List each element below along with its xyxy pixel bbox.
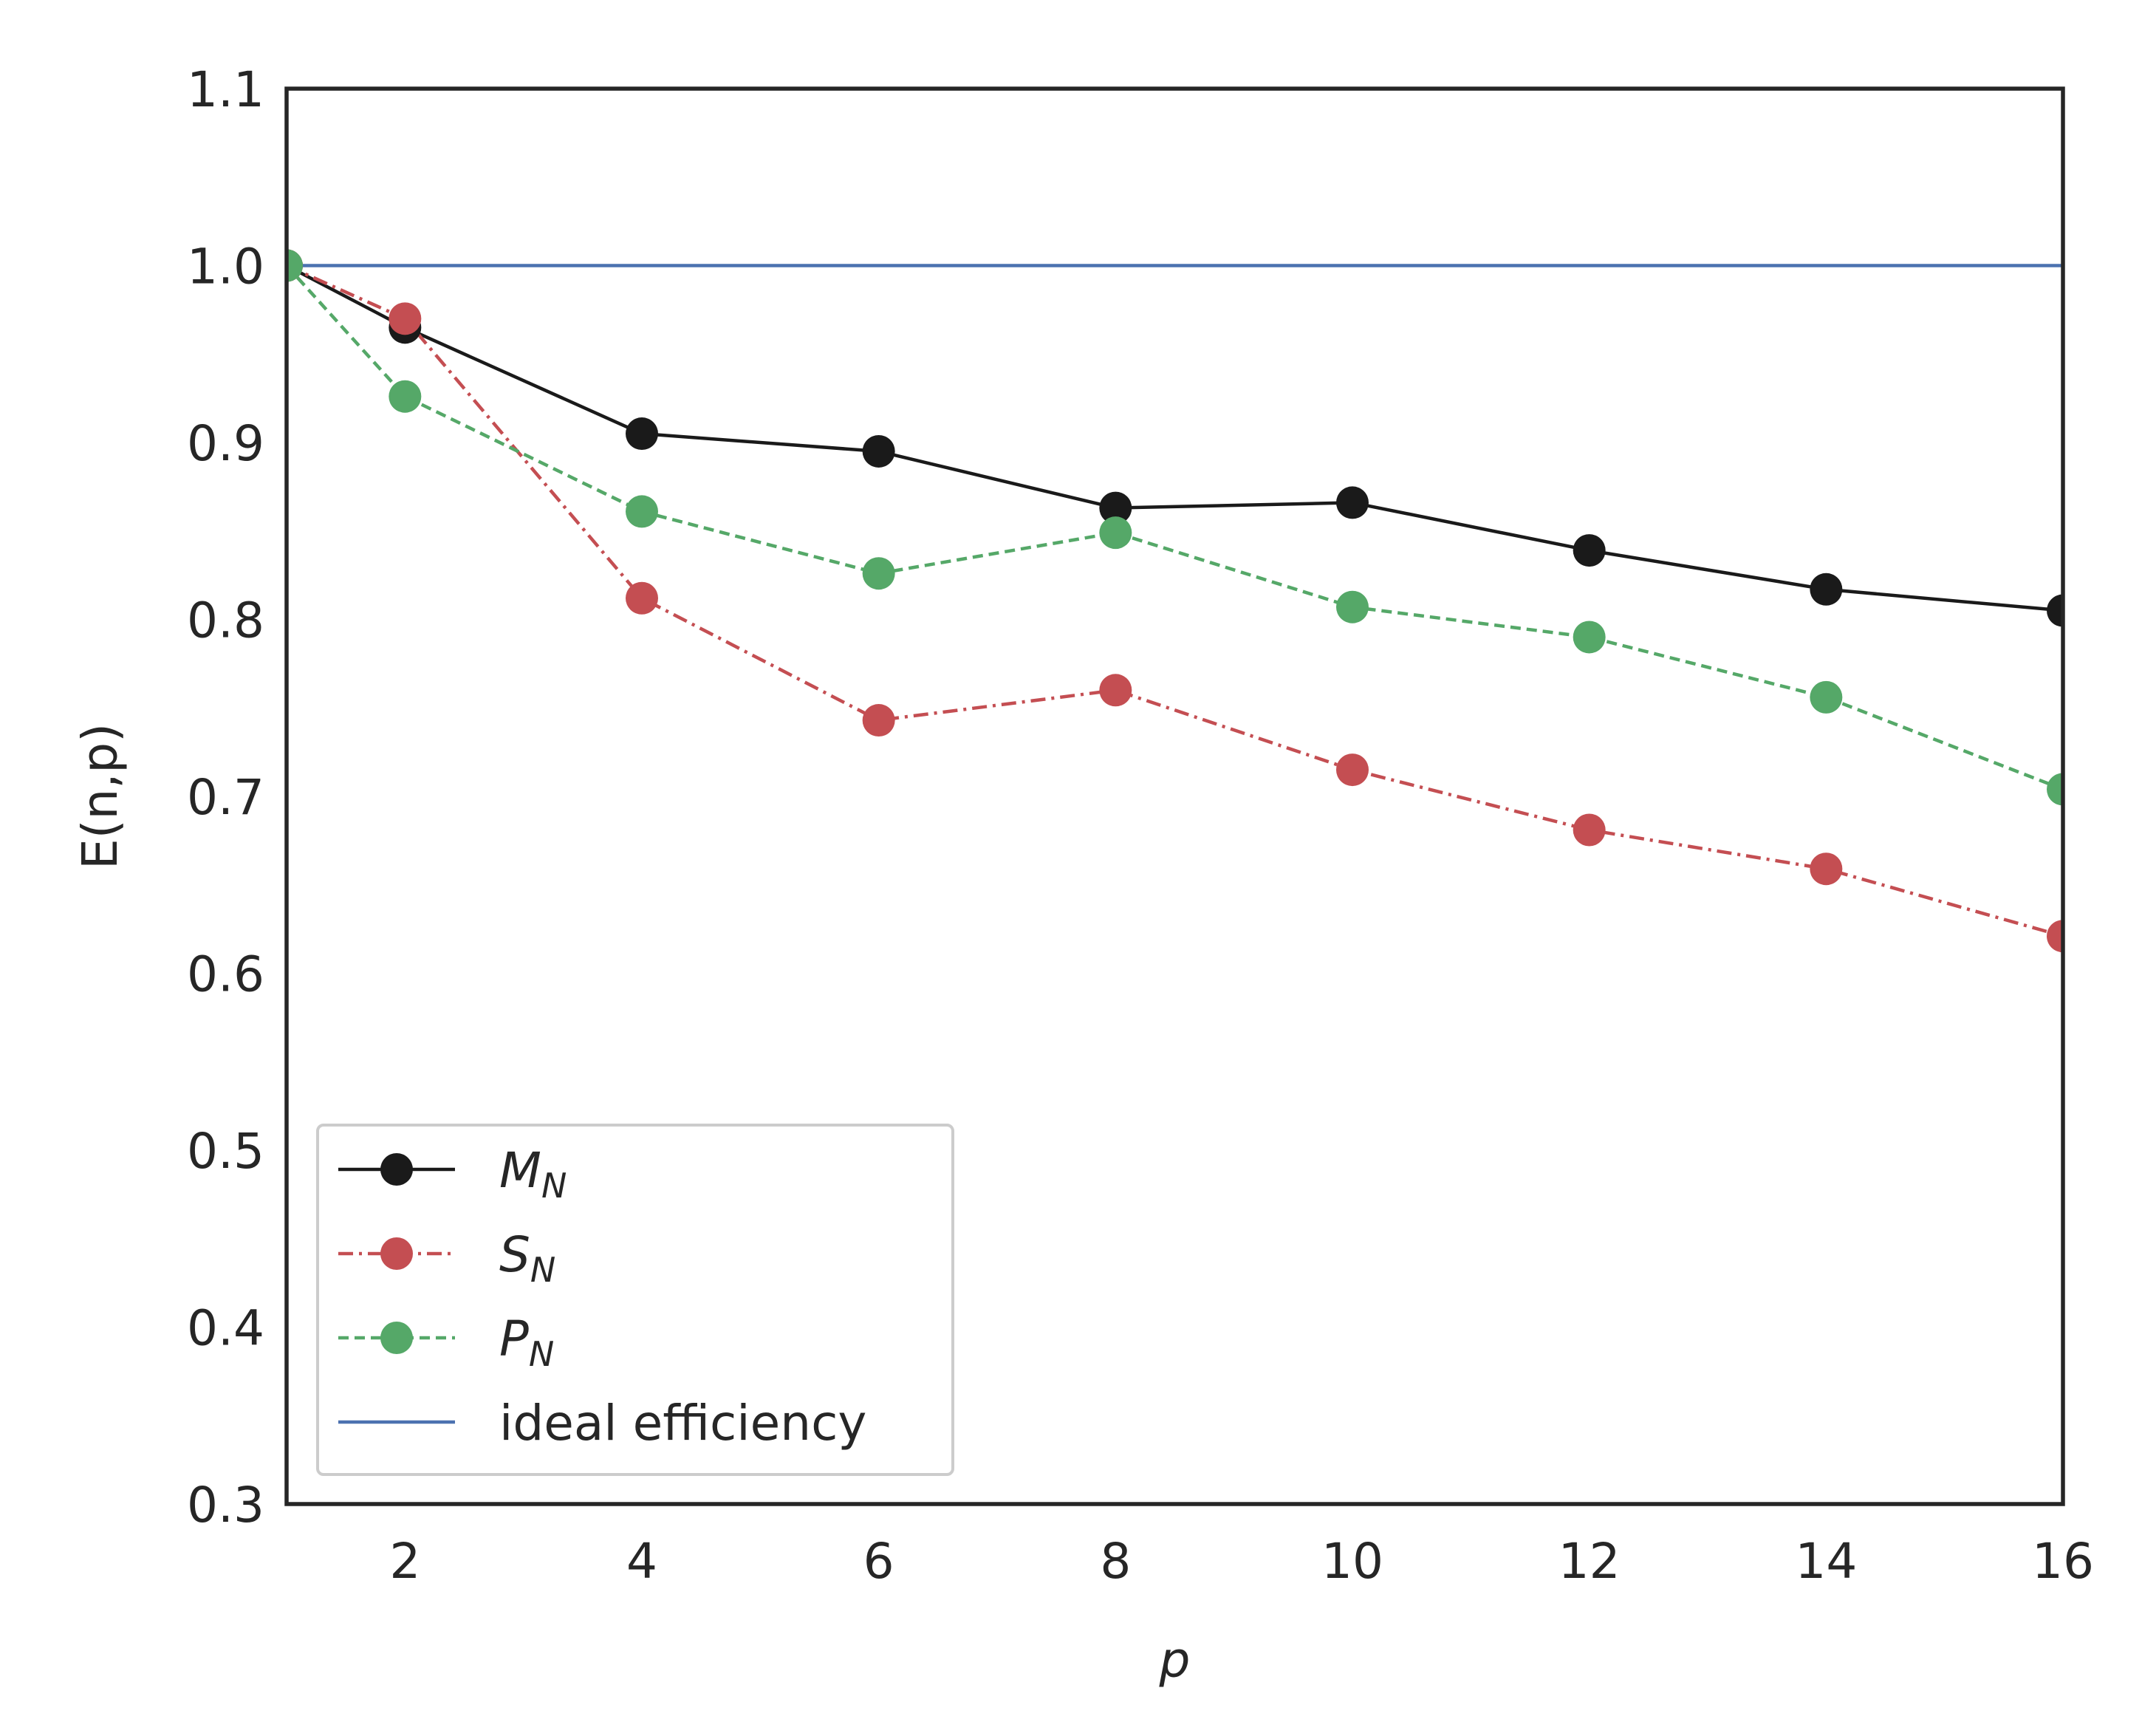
data-point-s: [1336, 753, 1369, 787]
data-point-m: [862, 434, 895, 468]
legend-label-m: MN: [499, 1142, 567, 1206]
series-line-s: [287, 264, 2063, 938]
data-point-p: [1573, 621, 1606, 654]
y-tick-label: 0.3: [187, 1477, 264, 1534]
data-point-s: [1810, 852, 1843, 886]
legend: MN SN PN ideal efficiency: [316, 1124, 954, 1476]
data-point-p: [1336, 590, 1369, 623]
ticks-layer: 2 4 6 8 10 12 14 16 0.3 0.4 0.5 0.6 0.7 0.8 0.9 1.0 1.1: [187, 61, 2094, 1590]
data-point-s: [1099, 674, 1132, 707]
series-line-p: [287, 264, 2063, 791]
y-tick-label: 0.6: [187, 946, 264, 1003]
x-tick-label: 16: [2032, 1533, 2094, 1590]
data-point-m: [1810, 573, 1843, 606]
data-point-m: [1336, 486, 1369, 519]
legend-box: [316, 1124, 954, 1476]
legend-label-p: PN: [499, 1310, 554, 1374]
legend-marker-m: [380, 1153, 413, 1186]
data-point-s: [626, 581, 658, 615]
data-point-s: [862, 704, 895, 737]
data-point-m: [1099, 491, 1132, 524]
y-tick-label: 0.5: [187, 1123, 264, 1180]
data-point-p: [389, 380, 422, 413]
data-point-p: [862, 557, 895, 590]
data-point-s: [389, 302, 422, 335]
x-tick-label: 4: [626, 1533, 657, 1590]
data-point-p: [1099, 516, 1132, 550]
data-point-s: [2047, 920, 2063, 953]
data-point-p: [2047, 773, 2063, 806]
data-point-m: [1573, 534, 1606, 567]
y-tick-label: 0.7: [187, 769, 264, 826]
legend-marker-p: [380, 1322, 413, 1354]
y-tick-label: 1.1: [187, 61, 264, 118]
data-point-m: [2047, 594, 2063, 627]
x-axis-label: p: [1159, 1632, 1191, 1689]
y-tick-label: 0.9: [187, 415, 264, 472]
x-tick-label: 14: [1795, 1533, 1857, 1590]
series-line-m: [287, 264, 2063, 612]
x-tick-label: 6: [863, 1533, 894, 1590]
x-tick-label: 12: [1558, 1533, 1621, 1590]
data-point-p: [626, 495, 658, 528]
y-tick-label: 0.4: [187, 1300, 264, 1357]
x-tick-label: 8: [1100, 1533, 1131, 1590]
legend-label-s: SN: [499, 1226, 555, 1290]
y-tick-label: 1.0: [187, 239, 264, 295]
x-tick-label: 2: [389, 1533, 420, 1590]
y-axis-label: E(n,p): [72, 723, 129, 869]
data-point-p: [1810, 680, 1843, 714]
data-point-m: [626, 417, 658, 451]
x-tick-label: 10: [1321, 1533, 1383, 1590]
data-point-p: [287, 249, 303, 282]
plot-frame: [284, 86, 2065, 1506]
plot-area: [287, 249, 2063, 953]
y-tick-label: 0.8: [187, 592, 264, 649]
data-point-s: [1573, 813, 1606, 847]
legend-marker-s: [380, 1237, 413, 1270]
legend-label-ideal: ideal efficiency: [499, 1395, 866, 1452]
